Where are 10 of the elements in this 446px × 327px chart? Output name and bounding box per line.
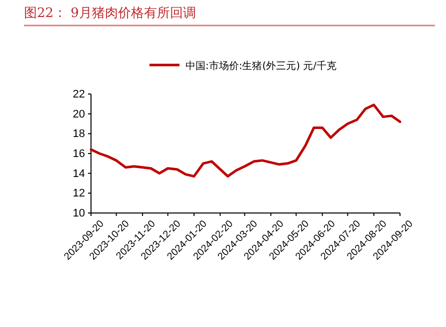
y-tick-label: 22	[72, 88, 85, 101]
chart-title: 图22： 9月猪肉价格有所回调	[24, 6, 196, 21]
y-tick-label: 12	[72, 188, 85, 200]
legend-label: 中国:市场价:生猪(外三元) 元/千克	[185, 60, 337, 72]
y-tick-label: 16	[72, 148, 85, 160]
y-tick-label: 18	[72, 128, 85, 140]
line-series	[90, 104, 402, 178]
y-tick-label: 14	[72, 168, 85, 180]
y-tick-label: 10	[72, 208, 85, 220]
y-tick-label: 20	[72, 108, 85, 120]
